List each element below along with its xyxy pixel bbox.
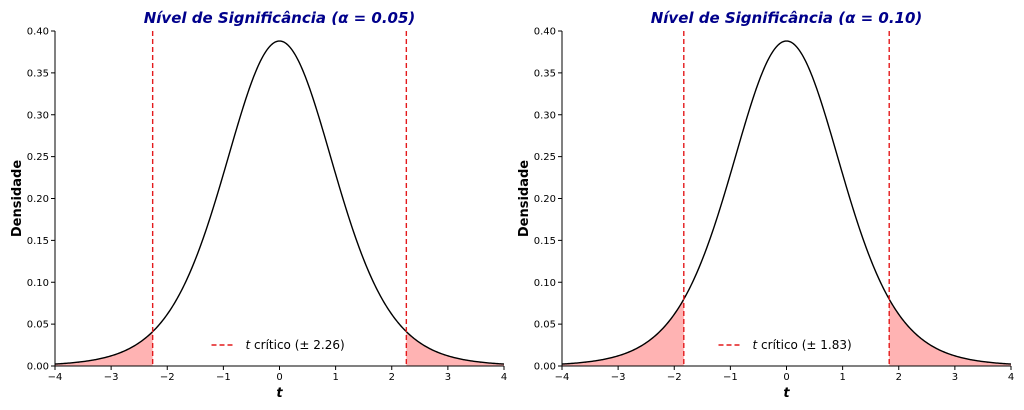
x-tick-label: 4 bbox=[1008, 372, 1014, 383]
rejection-region-left bbox=[55, 331, 153, 366]
chart-panel-2: −4 −3 −2 −1 0 1 2 3 4 0.00 0.05 0.10 0.15 0.20 0.25 0.3… bbox=[517, 9, 1014, 401]
x-tick-label: −2 bbox=[160, 372, 175, 383]
y-axis-label: Densidade bbox=[10, 160, 25, 237]
rejection-region-left bbox=[562, 299, 684, 366]
y-tick-label: 0.10 bbox=[534, 278, 556, 289]
y-tick-label: 0.05 bbox=[27, 320, 49, 331]
y-tick-label: 0.25 bbox=[27, 152, 49, 163]
y-tick-label: 0.10 bbox=[27, 278, 49, 289]
x-tick-label: 1 bbox=[839, 372, 845, 383]
y-tick-label: 0.15 bbox=[27, 236, 49, 247]
x-tick-label: −4 bbox=[555, 372, 570, 383]
x-tick-label: 4 bbox=[501, 372, 507, 383]
y-tick-label: 0.35 bbox=[534, 68, 556, 79]
y-tick-label: 0.15 bbox=[534, 236, 556, 247]
density-curve bbox=[54, 40, 505, 365]
density-curve bbox=[561, 40, 1012, 365]
x-tick-label: 0 bbox=[276, 372, 282, 383]
x-tick-label: 2 bbox=[389, 372, 395, 383]
rejection-region-right bbox=[406, 331, 504, 366]
x-tick-label: 2 bbox=[896, 372, 902, 383]
chart-title: Nível de Significância (α = 0.05) bbox=[144, 9, 416, 27]
y-tick-label: 0.25 bbox=[534, 152, 556, 163]
rejection-region-right bbox=[889, 299, 1011, 366]
x-tick-label: −4 bbox=[48, 372, 63, 383]
y-tick-label: 0.20 bbox=[27, 194, 49, 205]
chart-panel-1: −4 −3 −2 −1 0 1 2 3 4 0.00 0.05 0.10 0.15 0.20 0.25 0.3… bbox=[10, 9, 507, 401]
x-tick-label: −1 bbox=[723, 372, 738, 383]
chart-title: Nível de Significância (α = 0.10) bbox=[651, 9, 923, 27]
x-tick-label: 3 bbox=[445, 372, 451, 383]
x-tick-label: −1 bbox=[216, 372, 231, 383]
legend-label: t crítico (± 2.26) bbox=[246, 338, 345, 352]
x-tick-label: 1 bbox=[332, 372, 338, 383]
x-axis-label: t bbox=[276, 386, 283, 401]
y-tick-label: 0.40 bbox=[27, 27, 49, 38]
y-tick-label: 0.40 bbox=[534, 27, 556, 38]
y-tick-label: 0.20 bbox=[534, 194, 556, 205]
y-tick-label: 0.30 bbox=[534, 110, 556, 121]
x-axis-label: t bbox=[783, 386, 790, 401]
y-tick-label: 0.30 bbox=[27, 110, 49, 121]
x-tick-label: 3 bbox=[952, 372, 958, 383]
y-tick-label: 0.00 bbox=[534, 362, 556, 373]
x-tick-label: −2 bbox=[667, 372, 682, 383]
x-tick-label: −3 bbox=[611, 372, 626, 383]
y-tick-label: 0.35 bbox=[27, 68, 49, 79]
x-tick-label: −3 bbox=[104, 372, 119, 383]
y-tick-label: 0.00 bbox=[27, 362, 49, 373]
y-axis-label: Densidade bbox=[517, 160, 532, 237]
y-tick-label: 0.05 bbox=[534, 320, 556, 331]
legend-label: t crítico (± 1.83) bbox=[753, 338, 852, 352]
x-tick-label: 0 bbox=[783, 372, 789, 383]
